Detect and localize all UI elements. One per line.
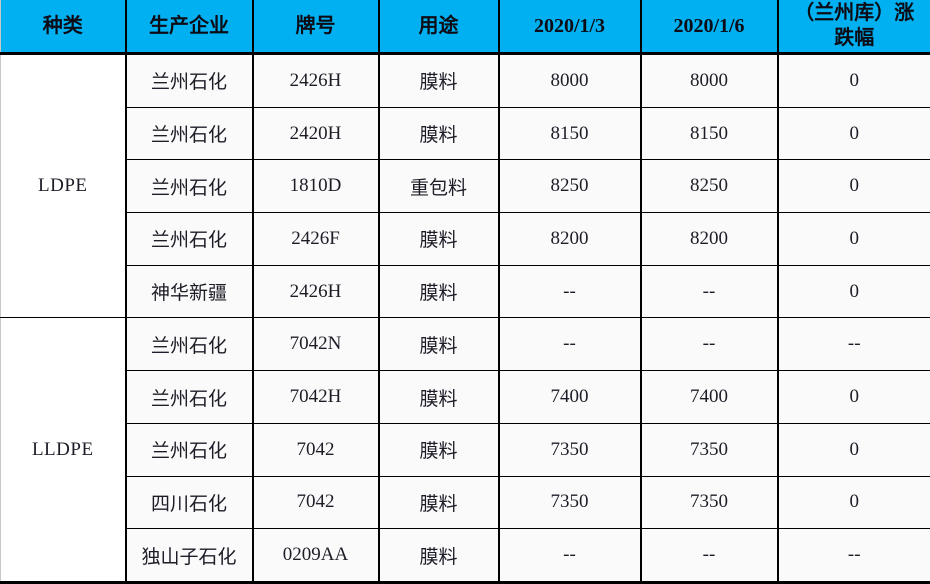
table-row: 独山子石化 0209AA 膜料 -- -- -- (1, 528, 930, 583)
grade-cell: 2426F (251, 212, 380, 266)
price-date1-cell: 7400 (497, 370, 642, 424)
use-cell: 膜料 (377, 264, 500, 319)
producer-cell: 兰州石化 (124, 370, 254, 424)
grade-cell: 0209AA (251, 528, 380, 583)
price-date2-cell: -- (639, 528, 779, 583)
use-cell: 膜料 (377, 212, 500, 266)
use-cell: 膜料 (377, 53, 500, 108)
price-date2-cell: 8000 (639, 53, 779, 108)
column-header-use: 用途 (377, 0, 500, 55)
producer-cell: 兰州石化 (124, 106, 254, 161)
grade-cell: 2426H (251, 53, 380, 108)
category-cell: LDPE (0, 52, 127, 319)
use-cell: 膜料 (377, 475, 500, 530)
producer-cell: 兰州石化 (124, 159, 254, 214)
table-row: 四川石化 7042 膜料 7350 7350 0 (1, 475, 930, 530)
use-cell: 重包料 (377, 159, 500, 214)
grade-cell: 1810D (251, 159, 380, 214)
change-cell: 0 (776, 159, 930, 214)
use-cell: 膜料 (377, 422, 500, 477)
price-date2-cell: 8250 (639, 159, 779, 214)
table-row: 兰州石化 2420H 膜料 8150 8150 0 (1, 106, 930, 161)
table-row: 兰州石化 2426F 膜料 8200 8200 0 (1, 212, 930, 266)
producer-cell: 兰州石化 (124, 422, 254, 477)
price-date2-cell: -- (639, 264, 779, 319)
grade-cell: 7042 (251, 422, 380, 477)
price-date1-cell: -- (497, 264, 642, 319)
column-header-date1: 2020/1/3 (497, 0, 642, 55)
change-cell: 0 (776, 264, 930, 319)
price-date1-cell: 8200 (497, 212, 642, 266)
producer-cell: 四川石化 (124, 475, 254, 530)
table-row: 神华新疆 2426H 膜料 -- -- 0 (1, 264, 930, 319)
table-row: 兰州石化 7042 膜料 7350 7350 0 (1, 422, 930, 477)
column-header-grade: 牌号 (251, 0, 380, 55)
use-cell: 膜料 (377, 106, 500, 161)
use-cell: 膜料 (377, 528, 500, 583)
column-header-producer: 生产企业 (124, 0, 254, 55)
header-row: 种类 生产企业 牌号 用途 2020/1/3 2020/1/6 （兰州库）涨跌幅 (0, 0, 930, 55)
change-cell: 0 (776, 212, 930, 266)
change-cell: -- (776, 317, 930, 372)
price-date1-cell: 8150 (497, 106, 642, 161)
price-date1-cell: -- (497, 317, 642, 372)
table-row: LLDPE 兰州石化 7042N 膜料 -- -- -- (0, 317, 930, 583)
price-date1-cell: 7350 (497, 475, 642, 530)
category-cell: LLDPE (0, 317, 127, 583)
grade-cell: 7042N (251, 317, 380, 372)
price-date2-cell: 7350 (639, 422, 779, 477)
price-date1-cell: 8250 (497, 159, 642, 214)
change-cell: 0 (776, 475, 930, 530)
change-cell: 0 (776, 106, 930, 161)
grade-cell: 7042H (251, 370, 380, 424)
change-cell: 0 (776, 53, 930, 108)
table-row: LDPE 兰州石化 2426H 膜料 8000 8000 0 (0, 52, 930, 319)
change-cell: 0 (776, 422, 930, 477)
price-date1-cell: 8000 (497, 53, 642, 108)
use-cell: 膜料 (377, 317, 500, 372)
producer-cell: 兰州石化 (124, 53, 254, 108)
price-date2-cell: 7400 (639, 370, 779, 424)
column-header-category: 种类 (0, 0, 127, 55)
grade-cell: 7042 (251, 475, 380, 530)
use-cell: 膜料 (377, 370, 500, 424)
column-header-date2: 2020/1/6 (639, 0, 779, 55)
price-date2-cell: 8150 (639, 106, 779, 161)
table-row: 兰州石化 1810D 重包料 8250 8250 0 (1, 159, 930, 214)
change-cell: -- (776, 528, 930, 583)
grade-cell: 2426H (251, 264, 380, 319)
producer-cell: 神华新疆 (124, 264, 254, 319)
price-date2-cell: -- (639, 317, 779, 372)
price-date2-cell: 8200 (639, 212, 779, 266)
column-header-change: （兰州库）涨跌幅 (776, 0, 930, 55)
producer-cell: 兰州石化 (124, 212, 254, 266)
price-date1-cell: 7350 (497, 422, 642, 477)
grade-cell: 2420H (251, 106, 380, 161)
table-row: 兰州石化 7042H 膜料 7400 7400 0 (1, 370, 930, 424)
producer-cell: 独山子石化 (124, 528, 254, 583)
price-date2-cell: 7350 (639, 475, 779, 530)
change-cell: 0 (776, 370, 930, 424)
price-date1-cell: -- (497, 528, 642, 583)
producer-cell: 兰州石化 (124, 317, 254, 372)
